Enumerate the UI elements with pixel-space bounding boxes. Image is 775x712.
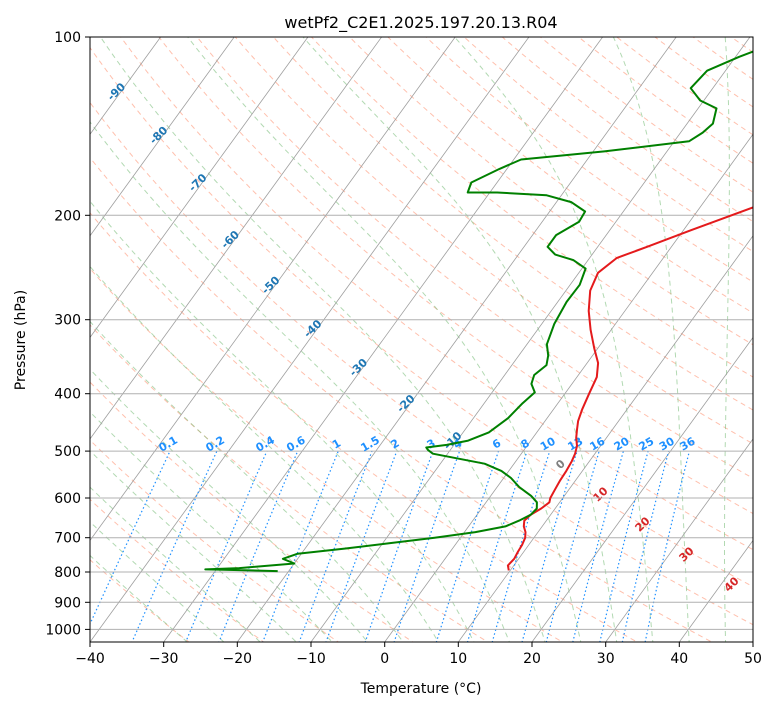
- y-tick-label: 200: [54, 208, 81, 224]
- y-tick-label: 400: [54, 387, 81, 403]
- y-tick-label: 700: [54, 531, 81, 547]
- x-tick-label: 20: [523, 651, 541, 667]
- x-tick-label: 30: [597, 651, 615, 667]
- x-tick-label: −20: [223, 651, 253, 667]
- y-tick-label: 300: [54, 313, 81, 329]
- x-tick-label: 10: [449, 651, 467, 667]
- y-tick-label: 100: [54, 30, 81, 46]
- x-tick-label: 0: [380, 651, 389, 667]
- y-tick-label: 1000: [45, 622, 81, 638]
- y-tick-label: 500: [54, 444, 81, 460]
- x-tick-label: −30: [149, 651, 179, 667]
- x-tick-label: 40: [670, 651, 688, 667]
- x-tick-label: 50: [744, 651, 762, 667]
- y-axis-label: Pressure (hPa): [13, 290, 29, 390]
- chart-title: wetPf2_C2E1.2025.197.20.13.R04: [284, 13, 557, 33]
- x-tick-label: −10: [296, 651, 326, 667]
- y-tick-label: 600: [54, 491, 81, 507]
- y-tick-label: 900: [54, 595, 81, 611]
- y-tick-label: 800: [54, 565, 81, 581]
- x-tick-label: −40: [75, 651, 105, 667]
- x-axis-label: Temperature (°C): [360, 681, 482, 697]
